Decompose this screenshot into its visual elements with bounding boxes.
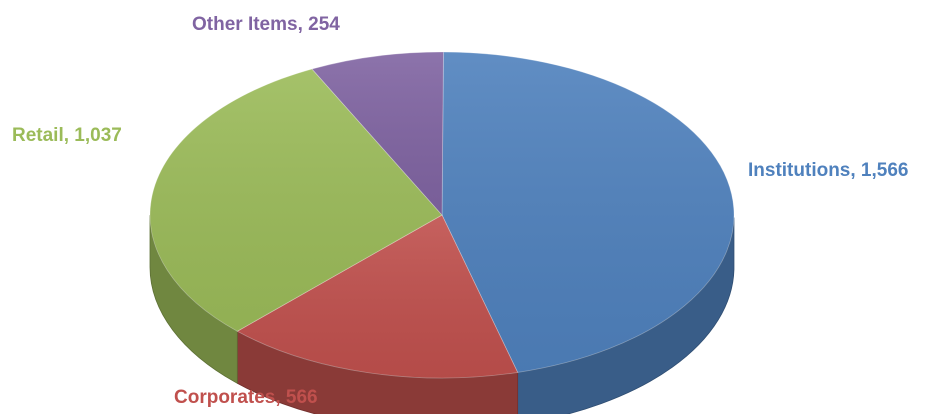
pie-slice-shine-other-items [312,52,444,215]
pie-slice-shine-corporates [237,215,518,378]
pie-data-labels: Institutions, 1,566 Corporates, 566 Retail… [12,14,908,408]
data-label-institutions: Institutions, 1,566 [748,160,908,181]
pie-slice-shine-institutions [442,52,734,373]
data-label-other-items: Other Items, 254 [192,14,340,35]
pie-slice-shine-retail [150,69,442,332]
data-label-retail: Retail, 1,037 [12,125,122,146]
pie-top-faces [149,51,735,379]
data-label-corporates: Corporates, 566 [174,387,318,408]
